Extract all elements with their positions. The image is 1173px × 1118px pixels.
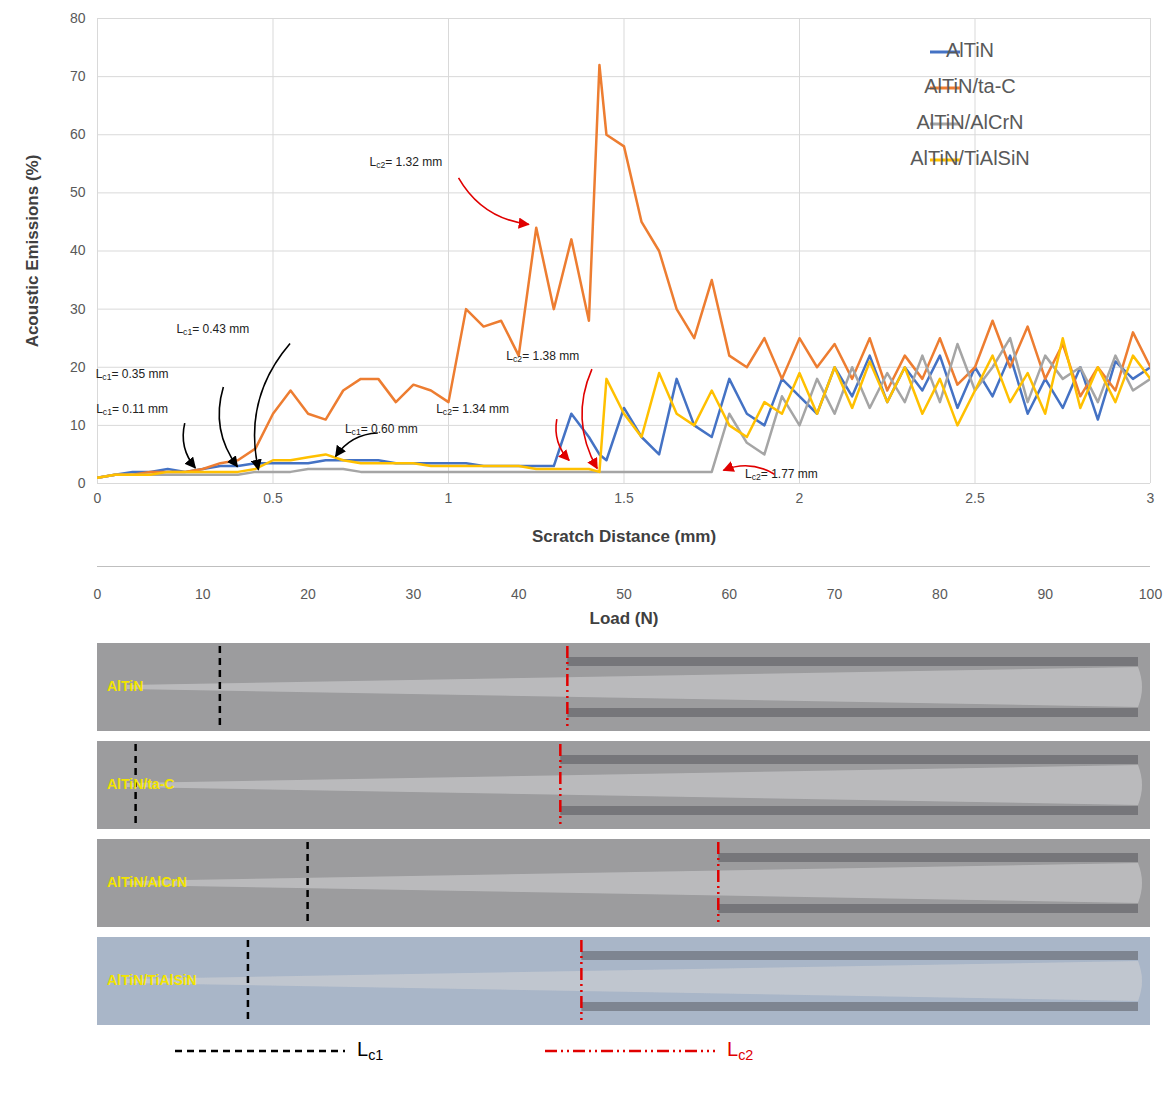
svg-text:Load (N): Load (N) (590, 609, 659, 628)
svg-text:60: 60 (70, 126, 86, 142)
svg-text:20: 20 (300, 586, 316, 602)
svg-text:Lc1= 0.60 mm: Lc1= 0.60 mm (345, 422, 418, 437)
svg-text:Scratch Distance (mm): Scratch Distance (mm) (532, 527, 716, 546)
svg-text:Acoustic Emissions (%): Acoustic Emissions (%) (23, 155, 42, 348)
svg-text:2: 2 (796, 490, 804, 506)
svg-text:70: 70 (70, 68, 86, 84)
svg-text:0: 0 (78, 475, 86, 491)
svg-text:1: 1 (445, 490, 453, 506)
svg-text:AlTiN/ta-C: AlTiN/ta-C (107, 776, 174, 792)
svg-text:10: 10 (70, 417, 86, 433)
svg-text:80: 80 (932, 586, 948, 602)
svg-text:50: 50 (70, 184, 86, 200)
svg-text:10: 10 (195, 586, 211, 602)
svg-text:40: 40 (70, 242, 86, 258)
svg-text:Lc1= 0.11 mm: Lc1= 0.11 mm (96, 402, 168, 417)
svg-text:30: 30 (406, 586, 422, 602)
svg-text:AlTiN: AlTiN (946, 39, 994, 61)
svg-text:0: 0 (94, 490, 102, 506)
svg-text:3: 3 (1147, 490, 1155, 506)
svg-text:20: 20 (70, 359, 86, 375)
svg-text:AlTiN/AlCrN: AlTiN/AlCrN (107, 874, 187, 890)
svg-text:40: 40 (511, 586, 527, 602)
svg-text:50: 50 (616, 586, 632, 602)
svg-text:Lc2= 1.32 mm: Lc2= 1.32 mm (369, 155, 442, 170)
svg-text:0.5: 0.5 (263, 490, 283, 506)
svg-text:100: 100 (1139, 586, 1163, 602)
svg-text:AlTiN/ta-C: AlTiN/ta-C (924, 75, 1015, 97)
svg-text:2.5: 2.5 (965, 490, 985, 506)
svg-text:Lc2= 1.77 mm: Lc2= 1.77 mm (745, 467, 818, 482)
svg-text:AlTiN: AlTiN (107, 678, 143, 694)
svg-text:Lc1: Lc1 (357, 1038, 383, 1063)
svg-text:Lc2= 1.34 mm: Lc2= 1.34 mm (436, 402, 509, 417)
svg-text:60: 60 (722, 586, 738, 602)
svg-text:70: 70 (827, 586, 843, 602)
svg-text:Lc2= 1.38 mm: Lc2= 1.38 mm (506, 349, 579, 364)
svg-text:AlTiN/AlCrN: AlTiN/AlCrN (916, 111, 1023, 133)
svg-text:80: 80 (70, 10, 86, 26)
svg-text:1.5: 1.5 (614, 490, 634, 506)
svg-text:AlTiN/TiAlSiN: AlTiN/TiAlSiN (107, 972, 197, 988)
svg-text:Lc1= 0.43 mm: Lc1= 0.43 mm (176, 322, 249, 337)
svg-text:90: 90 (1037, 586, 1053, 602)
svg-text:AlTiN/TiAlSiN: AlTiN/TiAlSiN (910, 147, 1030, 169)
svg-text:Lc1= 0.35 mm: Lc1= 0.35 mm (96, 368, 169, 383)
svg-text:30: 30 (70, 301, 86, 317)
svg-text:0: 0 (94, 586, 102, 602)
svg-text:Lc2: Lc2 (727, 1038, 753, 1063)
